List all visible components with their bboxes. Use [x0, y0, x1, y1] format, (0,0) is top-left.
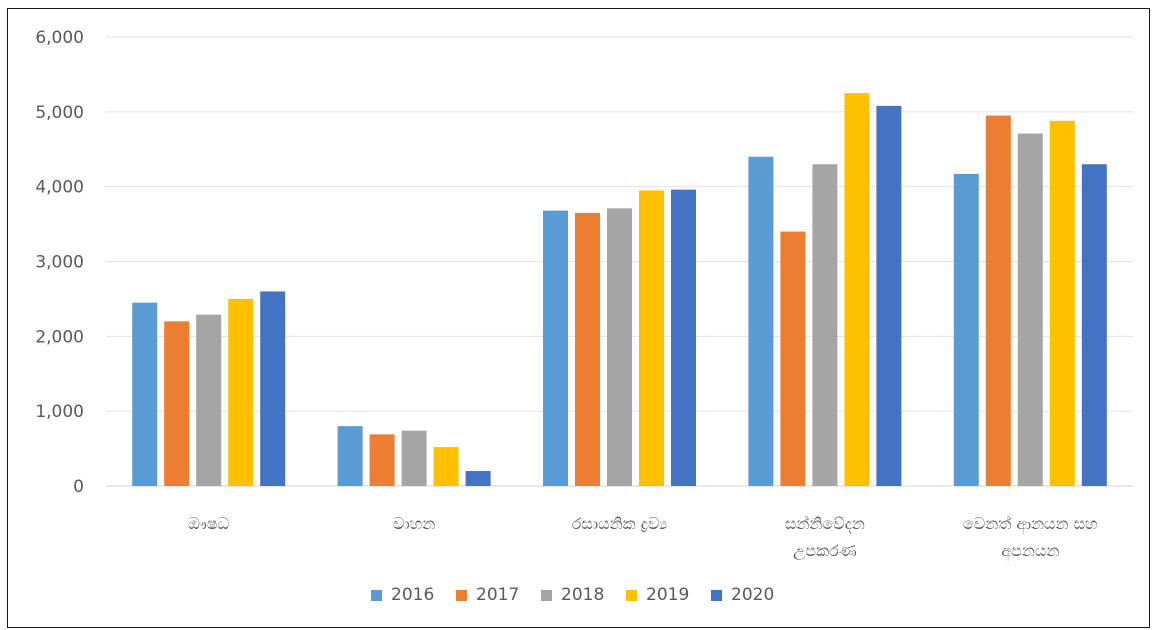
legend-label: 2018: [561, 585, 604, 605]
bar-2018: [1017, 133, 1043, 486]
legend-label: 2019: [646, 585, 689, 605]
bar-2017: [164, 321, 190, 486]
legend-swatch-2019: [626, 590, 637, 601]
legend-label: 2020: [731, 585, 774, 605]
bar-2019: [639, 190, 664, 487]
legend-swatch-2016: [371, 590, 382, 601]
chart-container: 0 1,000 2,000 3,000 4,000 5,000 6,000 ඖෂධ වාහන ර…: [7, 8, 1150, 628]
bar-2019: [844, 93, 870, 486]
bar-2017: [369, 434, 395, 486]
category-label: වාහන: [393, 514, 435, 533]
y-tick-label: 3,000: [35, 253, 84, 273]
bar-2017: [985, 115, 1011, 486]
bar-2017: [575, 212, 600, 486]
category-label: ඖෂධ: [188, 514, 230, 533]
legend-swatch-2018: [541, 590, 552, 601]
y-tick-label: 0: [73, 477, 84, 497]
category-label: අපනයන: [1001, 541, 1059, 561]
category-label: වෙනත් ආනයන සහ: [963, 514, 1098, 534]
y-tick-label: 5,000: [35, 103, 84, 123]
category-label: උපකරණ: [793, 541, 857, 561]
bar-2018: [607, 208, 632, 486]
bar-2016: [337, 426, 363, 486]
bar-2020: [260, 291, 286, 486]
bar-2016: [543, 210, 568, 486]
bar-2018: [401, 430, 427, 486]
legend-swatch-2020: [711, 590, 722, 601]
bar-2019: [228, 298, 254, 486]
y-tick-label: 4,000: [35, 178, 84, 198]
legend-label: 2017: [476, 585, 519, 605]
bars: [132, 93, 1107, 487]
bar-2016: [132, 302, 158, 486]
y-tick-label: 1,000: [35, 402, 84, 422]
y-axis-tick-labels: 0 1,000 2,000 3,000 4,000 5,000 6,000: [35, 28, 84, 497]
bar-2018: [196, 314, 222, 486]
x-axis-category-labels: ඖෂධ වාහන රසායනික ද්‍රව්‍ය සන්නිවේදන උපකරණ වෙන…: [188, 514, 1098, 561]
bar-2018: [812, 164, 838, 486]
bar-2020: [876, 105, 902, 486]
legend: 2016 2017 2018 2019 2020: [371, 585, 774, 605]
bar-2020: [671, 189, 696, 486]
y-tick-label: 2,000: [35, 327, 84, 347]
y-tick-label: 6,000: [35, 28, 84, 48]
bar-2019: [433, 447, 459, 486]
bar-2019: [1049, 120, 1075, 487]
bar-2016: [748, 156, 774, 486]
bar-2016: [953, 173, 979, 486]
category-label: රසායනික ද්‍රව්‍ය: [572, 514, 668, 533]
bar-2020: [465, 471, 491, 486]
legend-swatch-2017: [456, 590, 467, 601]
bar-chart: 0 1,000 2,000 3,000 4,000 5,000 6,000 ඖෂධ වාහන ර…: [35, 28, 1133, 605]
bar-2020: [1081, 164, 1107, 486]
legend-label: 2016: [391, 585, 434, 605]
category-label: සන්නිවේදන: [785, 514, 865, 533]
bar-2017: [780, 231, 806, 486]
